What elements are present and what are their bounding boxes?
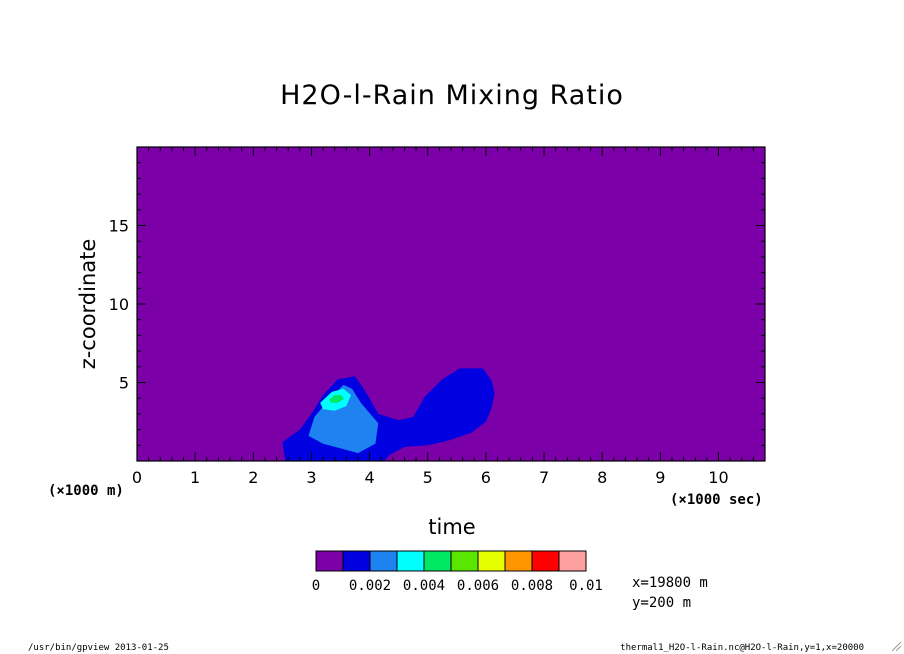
colorbar-swatch — [450, 550, 479, 572]
y-position-annotation: y=200 m — [632, 595, 691, 611]
colorbar-swatch — [342, 550, 371, 572]
contour-region-level-2 — [308, 384, 379, 454]
x-tick-label: 9 — [655, 468, 665, 487]
y-tick-label: 15 — [109, 217, 129, 236]
x-tick-label: 6 — [481, 468, 491, 487]
x-tick-label: 8 — [597, 468, 607, 487]
colorbar: 0 0.002 0.004 0.006 0.008 0.01 — [312, 550, 603, 594]
chart-title: H2O-l-Rain Mixing Ratio — [280, 80, 624, 111]
y-tick-label: 10 — [109, 295, 129, 314]
y-axis-label: z-coordinate — [76, 239, 100, 370]
colorbar-swatch — [315, 550, 344, 572]
x-tick-label: 7 — [539, 468, 549, 487]
x-tick-label: 3 — [306, 468, 316, 487]
colorbar-label: 0.008 — [511, 578, 553, 594]
y-tick-label: 5 — [119, 374, 129, 393]
x-tick-label: 10 — [708, 468, 728, 487]
x-axis-label: time — [428, 515, 475, 539]
resize-grip-icon[interactable] — [891, 641, 902, 652]
colorbar-swatch — [504, 550, 533, 572]
colorbar-label: 0.004 — [403, 578, 445, 594]
x-tick-label: 5 — [423, 468, 433, 487]
colorbar-swatch — [396, 550, 425, 572]
colorbar-label: 0.01 — [569, 578, 603, 594]
colorbar-swatch — [531, 550, 560, 572]
x-unit-label: (×1000 sec) — [670, 492, 763, 508]
colorbar-label: 0 — [312, 578, 320, 594]
axis-ticks: 0 1 2 3 4 5 6 7 8 9 10 5 10 15 — [109, 147, 766, 487]
contour-region-level-4 — [328, 395, 344, 403]
x-tick-label: 4 — [364, 468, 374, 487]
x-tick-label: 2 — [248, 468, 258, 487]
x-tick-label: 0 — [132, 468, 142, 487]
colorbar-label: 0.006 — [457, 578, 499, 594]
footer-right: thermal1_H2O-l-Rain.nc@H2O-l-Rain,y=1,x=… — [620, 643, 864, 653]
contour-regions — [282, 368, 495, 461]
footer-left: /usr/bin/gpview 2013-01-25 — [28, 643, 169, 653]
colorbar-swatch — [558, 550, 587, 572]
colorbar-swatch — [477, 550, 506, 572]
x-position-annotation: x=19800 m — [632, 575, 708, 591]
colorbar-swatch — [423, 550, 452, 572]
colorbar-label: 0.002 — [349, 578, 391, 594]
colorbar-swatch — [369, 550, 398, 572]
x-tick-label: 1 — [190, 468, 200, 487]
y-unit-label: (×1000 m) — [48, 483, 124, 499]
